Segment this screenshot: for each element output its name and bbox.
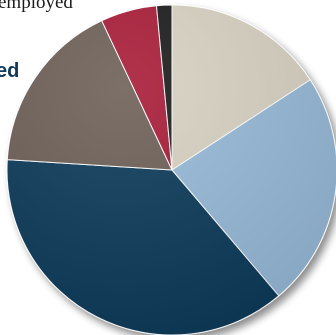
pie-chart (6, 4, 336, 335)
